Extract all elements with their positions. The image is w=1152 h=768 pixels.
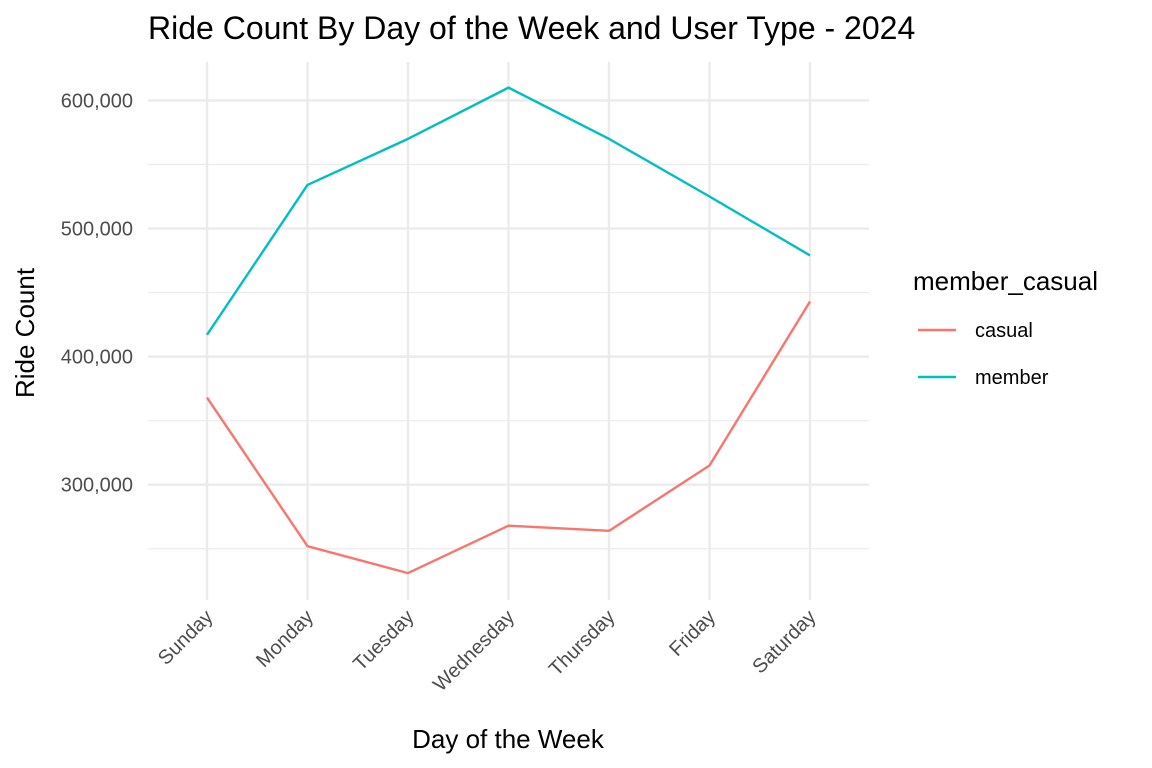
legend-label-member: member	[975, 367, 1049, 389]
y-tick-labels: 300,000 400,000 500,000 600,000	[61, 90, 133, 496]
y-tick-label: 400,000	[61, 347, 133, 369]
grid	[148, 62, 869, 600]
legend-label-casual: casual	[975, 320, 1033, 342]
x-tick-label: Thursday	[545, 606, 620, 681]
x-tick-label: Friday	[665, 606, 720, 661]
legend-title: member_casual	[913, 266, 1098, 296]
x-tick-label: Tuesday	[349, 606, 418, 675]
series-line-casual	[206, 300, 812, 575]
x-tick-label: Wednesday	[429, 606, 519, 696]
y-tick-label: 500,000	[61, 219, 133, 241]
x-tick-label: Monday	[252, 606, 318, 672]
x-tick-label: Saturday	[748, 606, 820, 678]
series-lines	[206, 86, 812, 575]
x-tick-labels: Sunday Monday Tuesday Wednesday Thursday Frid…	[154, 606, 821, 696]
x-tick-label: Sunday	[154, 606, 218, 670]
x-axis-title: Day of the Week	[412, 724, 605, 754]
chart-title: Ride Count By Day of the Week and User T…	[148, 10, 915, 46]
legend: member_casual casual member	[913, 266, 1098, 389]
y-axis-title: Ride Count	[10, 267, 40, 398]
series-line-member	[206, 86, 811, 336]
y-tick-label: 600,000	[61, 90, 133, 112]
y-tick-label: 300,000	[61, 475, 133, 497]
